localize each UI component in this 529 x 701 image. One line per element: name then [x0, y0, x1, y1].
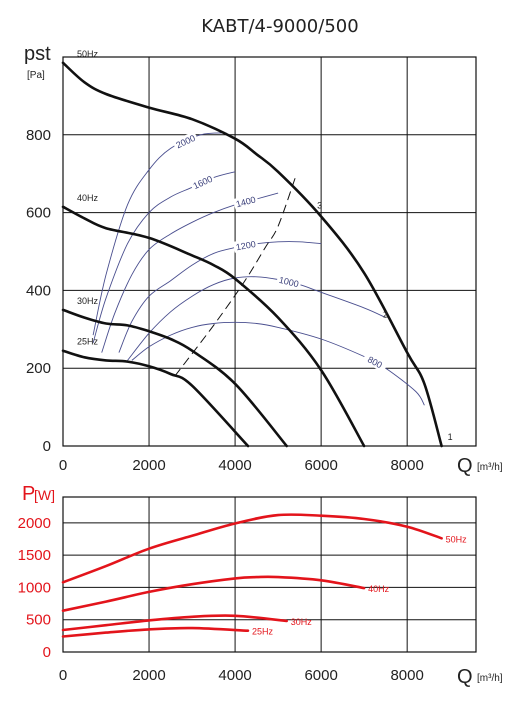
power-xtick-label: 0	[59, 667, 67, 684]
pressure-xtick-label: 4000	[218, 457, 251, 474]
iso-label-bg	[232, 237, 259, 253]
power-ytick-label: 1000	[18, 579, 51, 596]
pressure-xtick-label: 0	[59, 457, 67, 474]
iso-curve	[127, 276, 386, 361]
power-curve	[61, 626, 250, 638]
power-xlabel: Q	[457, 666, 473, 688]
pressure-axis-labels: pst [Pa] Q [m³/h]	[24, 43, 503, 477]
power-ytick-label: 1500	[18, 547, 51, 564]
iso-curve	[131, 321, 425, 406]
power-curve	[61, 614, 288, 632]
pressure-ytick-label: 600	[26, 205, 51, 222]
pressure-ylabel: pst	[24, 43, 51, 65]
dashed-curve	[174, 177, 296, 377]
pressure-xunit: [m³/h]	[477, 462, 503, 473]
pressure-curve	[61, 349, 250, 448]
power-xtick-label: 8000	[390, 667, 423, 684]
pressure-curves: 50Hz 40Hz 30Hz 25Hz 1 2 3	[61, 49, 453, 448]
power-axis-labels: P [W] Q [m³/h]	[22, 483, 503, 688]
curve-mark: 3	[317, 201, 322, 211]
pressure-series-label: 30Hz	[77, 296, 99, 306]
power-curve	[61, 513, 443, 584]
pressure-curve	[61, 308, 288, 448]
power-series-label: 40Hz	[368, 584, 390, 594]
pressure-curve	[61, 205, 366, 448]
iso-curve-label: 2000	[174, 133, 196, 150]
pressure-grid	[63, 57, 476, 446]
power-yunit: [W]	[34, 487, 55, 503]
power-curve	[61, 575, 366, 612]
pressure-xtick-label: 6000	[304, 457, 337, 474]
power-tick-labels: 0 2000 4000 6000 8000 0 500 1000 1500 2000	[18, 515, 424, 684]
pressure-yunit: [Pa]	[27, 70, 45, 81]
pressure-series-label: 50Hz	[77, 49, 99, 59]
power-series-label: 50Hz	[446, 534, 468, 544]
chart-title: KABT/4-9000/500	[201, 16, 358, 37]
power-series-label: 25Hz	[252, 627, 274, 637]
power-ytick-label: 0	[43, 644, 51, 661]
power-plot-frame	[62, 496, 477, 653]
pressure-ytick-label: 0	[43, 438, 51, 455]
pressure-ytick-label: 200	[26, 360, 51, 377]
pressure-xtick-label: 2000	[132, 457, 165, 474]
power-chart: 50Hz 40Hz 30Hz 25Hz 0 2000 4000 6000 8000 0 500 10…	[18, 483, 503, 688]
power-series-label: 30Hz	[291, 617, 313, 627]
pressure-ytick-label: 800	[26, 127, 51, 144]
iso-label-bg	[232, 192, 259, 210]
iso-label-bg	[172, 131, 199, 152]
iso-curve	[92, 132, 227, 336]
iso-curve	[118, 241, 322, 353]
pressure-tick-labels: 0 2000 4000 6000 8000 0 200 400 600 800	[26, 127, 424, 474]
curve-mark: 1	[448, 432, 453, 442]
pressure-xlabel: Q	[457, 455, 473, 477]
power-ylabel: P	[22, 483, 35, 505]
pressure-series-label: 40Hz	[77, 193, 99, 203]
pressure-ytick-label: 400	[26, 282, 51, 299]
power-xunit: [m³/h]	[477, 673, 503, 684]
iso-curve-label: 1000	[278, 275, 300, 289]
pressure-curve	[61, 61, 443, 448]
pressure-plot-frame	[62, 56, 477, 447]
power-xtick-label: 2000	[132, 667, 165, 684]
iso-curve-label: 1400	[235, 194, 257, 209]
power-xtick-label: 6000	[304, 667, 337, 684]
iso-label-bg	[189, 172, 216, 192]
pressure-xtick-label: 8000	[390, 457, 423, 474]
power-xtick-label: 4000	[218, 667, 251, 684]
dashed-line	[174, 177, 296, 377]
power-curves: 50Hz 40Hz 30Hz 25Hz	[61, 513, 468, 638]
iso-curve-label: 1200	[235, 239, 256, 252]
pressure-series-label: 25Hz	[77, 337, 99, 347]
power-ytick-label: 500	[26, 612, 51, 629]
iso-curve-label: 1600	[192, 174, 214, 191]
iso-label-bg	[276, 273, 302, 290]
iso-label-bg	[361, 351, 389, 373]
curve-mark: 2	[383, 310, 388, 320]
power-ytick-label: 2000	[18, 515, 51, 532]
